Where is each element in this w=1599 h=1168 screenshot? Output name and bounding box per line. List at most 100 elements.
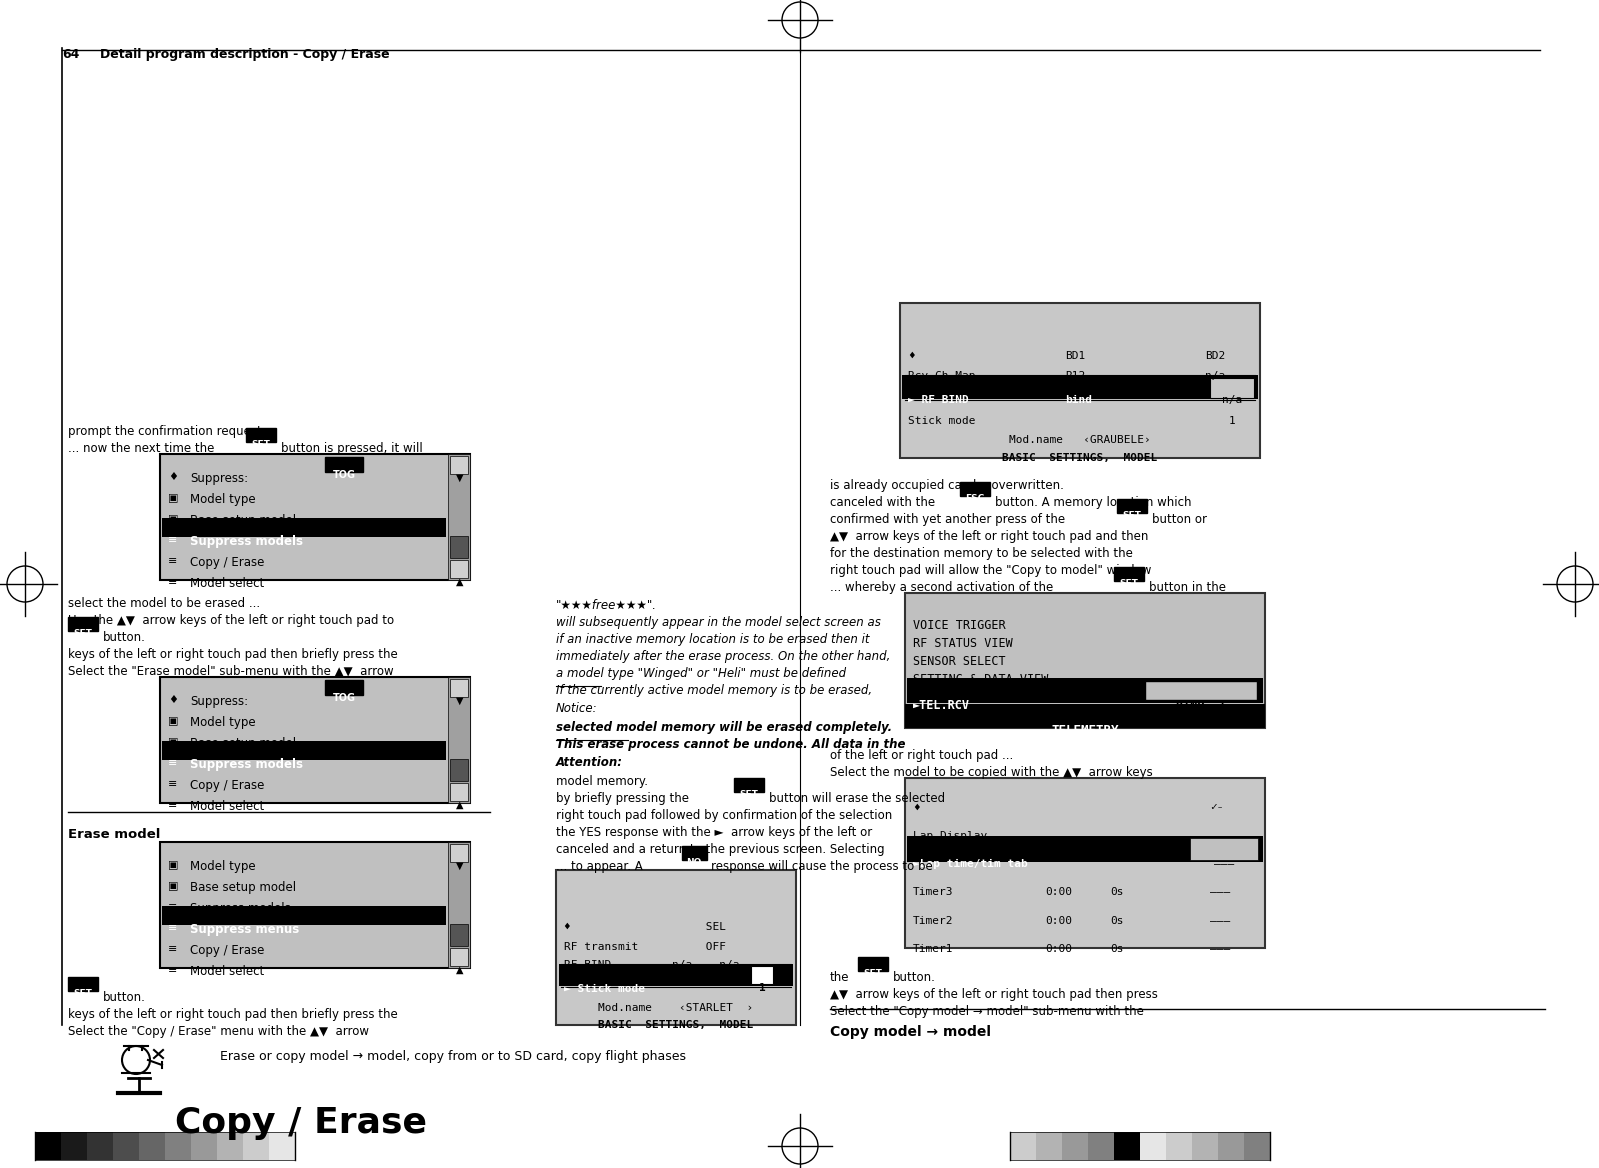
Text: Rcv Ch Map: Rcv Ch Map: [908, 371, 975, 381]
Text: ♦: ♦: [913, 802, 919, 812]
Text: select the model to be erased ...: select the model to be erased ...: [69, 597, 261, 610]
Text: ▲: ▲: [456, 965, 464, 975]
Text: 0s: 0s: [1110, 916, 1124, 926]
Text: 0s: 0s: [1110, 944, 1124, 954]
Text: Model type: Model type: [190, 716, 256, 729]
Text: model memory.: model memory.: [556, 776, 648, 788]
Text: right touch pad followed by confirmation of the selection: right touch pad followed by confirmation…: [556, 809, 892, 822]
Text: canceled and a return to the previous screen. Selecting: canceled and a return to the previous sc…: [556, 843, 884, 856]
Text: BASIC  SETTINGS,  MODEL: BASIC SETTINGS, MODEL: [598, 1020, 753, 1030]
Text: the YES response with the ►  arrow keys of the left or: the YES response with the ► arrow keys o…: [556, 826, 871, 839]
Bar: [449, 456, 469, 474]
Text: Attention:: Attention:: [556, 756, 624, 769]
Text: canceled with the: canceled with the: [830, 496, 935, 509]
Text: This erase process cannot be undone. All data in the: This erase process cannot be undone. All…: [556, 738, 905, 751]
Text: RF transmit          OFF: RF transmit OFF: [564, 943, 726, 952]
Text: ≡: ≡: [168, 535, 177, 545]
Text: button in the: button in the: [1150, 580, 1226, 595]
Text: Model type: Model type: [190, 493, 256, 506]
Text: Select the model to be copied with the ▲▼  arrow keys: Select the model to be copied with the ▲…: [830, 766, 1153, 779]
Text: button will erase the selected: button will erase the selected: [769, 792, 945, 805]
Text: for the destination memory to be selected with the: for the destination memory to be selecte…: [830, 547, 1132, 559]
Text: RF STATUS VIEW: RF STATUS VIEW: [913, 637, 1012, 651]
Text: SET: SET: [74, 989, 93, 997]
Bar: [902, 375, 1258, 399]
Text: ———: ———: [1210, 830, 1230, 841]
Bar: [449, 924, 469, 946]
Bar: [560, 964, 793, 986]
Text: ≡: ≡: [168, 779, 177, 790]
Bar: [35, 1132, 61, 1160]
Bar: [907, 677, 1263, 703]
Text: ▣: ▣: [168, 514, 179, 524]
Text: ♦: ♦: [908, 352, 915, 361]
Text: a model type "Winged" or "Heli" must be defined: a model type "Winged" or "Heli" must be …: [556, 667, 846, 680]
Text: SETTING & DATA VIEW: SETTING & DATA VIEW: [913, 673, 1049, 686]
Text: ♦: ♦: [168, 695, 177, 705]
Text: the: the: [830, 971, 849, 983]
Bar: [160, 454, 470, 580]
Bar: [900, 303, 1260, 458]
Text: VOICE TRIGGER: VOICE TRIGGER: [913, 619, 1006, 632]
Text: ≡: ≡: [168, 800, 177, 809]
Text: Erase model: Erase model: [69, 828, 160, 841]
Text: ♦                    SEL: ♦ SEL: [564, 922, 726, 932]
Bar: [161, 906, 446, 925]
Text: Suppress menus: Suppress menus: [190, 923, 299, 936]
Bar: [905, 593, 1265, 728]
Text: RF BIND         n/a    n/a: RF BIND n/a n/a: [564, 960, 739, 969]
Text: of the left or right touch pad ...: of the left or right touch pad ...: [830, 749, 1014, 762]
Bar: [69, 976, 98, 990]
Text: response will cause the process to be: response will cause the process to be: [712, 860, 932, 872]
Text: Suppress:: Suppress:: [190, 472, 248, 485]
Bar: [325, 457, 363, 472]
Bar: [449, 948, 469, 966]
Text: ▲: ▲: [456, 577, 464, 588]
Text: BIND. 1: BIND. 1: [1175, 698, 1226, 712]
Text: Model type: Model type: [190, 860, 256, 872]
Bar: [449, 536, 469, 558]
Text: BASIC  SETTINGS,  MODEL: BASIC SETTINGS, MODEL: [1003, 453, 1158, 463]
Text: Suppress models: Suppress models: [190, 535, 302, 548]
Text: SENSOR SELECT: SENSOR SELECT: [913, 655, 1006, 668]
Text: If the currently active model memory is to be erased,: If the currently active model memory is …: [556, 684, 871, 697]
Text: will subsequently appear in the model select screen as: will subsequently appear in the model se…: [556, 616, 881, 630]
Text: confirmed with yet another press of the: confirmed with yet another press of the: [830, 513, 1065, 526]
Text: button or: button or: [1151, 513, 1207, 526]
Text: Notice:: Notice:: [556, 702, 598, 715]
Bar: [114, 1132, 139, 1160]
Text: SET: SET: [251, 440, 270, 449]
Text: ESC: ESC: [966, 494, 985, 503]
Text: SET: SET: [1122, 512, 1142, 520]
Text: if an inactive memory location is to be erased then it: if an inactive memory location is to be …: [556, 633, 870, 646]
Text: keys of the left or right touch pad then briefly press the: keys of the left or right touch pad then…: [69, 1008, 398, 1021]
Text: ... now the next time the: ... now the next time the: [69, 442, 214, 456]
Text: ———: ———: [1210, 944, 1230, 954]
Bar: [448, 454, 470, 580]
Text: ✓₋: ✓₋: [1210, 802, 1223, 812]
Bar: [905, 704, 1265, 728]
Text: ≡: ≡: [168, 965, 177, 975]
Bar: [217, 1132, 243, 1160]
Text: Mod.name   ‹GRAUBELE›: Mod.name ‹GRAUBELE›: [1009, 434, 1151, 445]
Bar: [1036, 1132, 1062, 1160]
Text: ▲▼  arrow keys of the left or right touch pad and then: ▲▼ arrow keys of the left or right touch…: [830, 530, 1148, 543]
Text: Stick mode: Stick mode: [908, 416, 975, 426]
Bar: [1011, 1132, 1036, 1160]
Bar: [269, 1132, 294, 1160]
Bar: [734, 778, 764, 792]
Text: ———: ———: [1210, 916, 1230, 926]
Bar: [243, 1132, 269, 1160]
Text: Copy / Erase: Copy / Erase: [190, 556, 264, 569]
Text: Timer3: Timer3: [913, 888, 953, 897]
Text: Select the "Copy model → model" sub-menu with the: Select the "Copy model → model" sub-menu…: [830, 1004, 1143, 1018]
Bar: [1115, 1132, 1140, 1160]
Bar: [139, 1132, 165, 1160]
Text: button. A memory location which: button. A memory location which: [995, 496, 1191, 509]
Text: Copy / Erase: Copy / Erase: [174, 1106, 427, 1140]
Text: ▣: ▣: [168, 860, 179, 870]
Text: ≡: ≡: [168, 902, 177, 912]
Text: Mod.name    ‹STARLET  ›: Mod.name ‹STARLET ›: [598, 1003, 753, 1013]
Text: Detail program description - Copy / Erase: Detail program description - Copy / Eras…: [101, 48, 390, 61]
Bar: [1062, 1132, 1087, 1160]
